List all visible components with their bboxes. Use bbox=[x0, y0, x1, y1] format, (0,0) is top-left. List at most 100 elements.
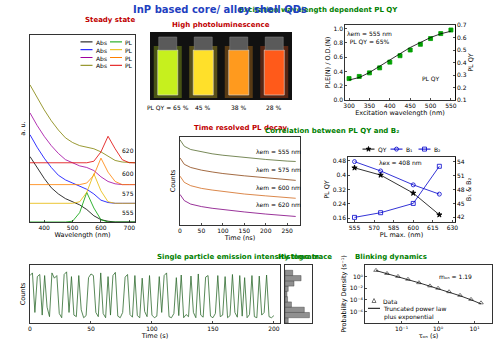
svg-text:Counts: Counts bbox=[169, 169, 177, 192]
svg-text:0.4: 0.4 bbox=[457, 59, 467, 66]
svg-text:λem = 575 nm: λem = 575 nm bbox=[256, 166, 301, 173]
svg-text:0.16: 0.16 bbox=[333, 214, 347, 221]
svg-text:10⁻⁴: 10⁻⁴ bbox=[350, 296, 364, 303]
svg-text:λem = 600 nm: λem = 600 nm bbox=[256, 184, 301, 191]
svg-text:Single particle emission inten: Single particle emission intensity time … bbox=[157, 253, 332, 261]
svg-text:InP based core/ alloy shell QD: InP based core/ alloy shell QDs bbox=[133, 4, 307, 15]
svg-text:500: 500 bbox=[67, 224, 79, 231]
svg-text:50: 50 bbox=[87, 325, 95, 332]
svg-text:48: 48 bbox=[457, 186, 465, 193]
svg-text:PL QY = 65 %: PL QY = 65 % bbox=[147, 104, 189, 111]
svg-text:400: 400 bbox=[384, 102, 396, 109]
svg-text:Abs: Abs bbox=[96, 39, 107, 46]
svg-text:High photoluminescence: High photoluminescence bbox=[172, 21, 270, 29]
svg-text:45 %: 45 % bbox=[195, 104, 211, 111]
svg-text:λem = 555 nmPL QY = 65%: λem = 555 nmPL QY = 65% bbox=[347, 30, 392, 45]
svg-text:Counts: Counts bbox=[19, 282, 27, 305]
svg-text:42: 42 bbox=[457, 213, 465, 220]
svg-text:Steady state: Steady state bbox=[85, 16, 135, 24]
svg-text:51: 51 bbox=[457, 172, 465, 179]
svg-text:300: 300 bbox=[343, 102, 355, 109]
svg-text:Excitation wavelength dependen: Excitation wavelength dependent PL QY bbox=[239, 6, 398, 14]
svg-text:PLE(N) / O.D.(N): PLE(N) / O.D.(N) bbox=[324, 37, 332, 89]
svg-text:600: 600 bbox=[95, 224, 107, 231]
svg-text:10⁻²: 10⁻² bbox=[350, 284, 364, 291]
svg-text:a. u.: a. u. bbox=[19, 121, 27, 135]
svg-text:0.6: 0.6 bbox=[457, 34, 467, 41]
svg-text:10¹: 10¹ bbox=[470, 325, 481, 332]
svg-text:350: 350 bbox=[364, 102, 376, 109]
svg-text:τₒₙ (s): τₒₙ (s) bbox=[419, 332, 439, 340]
svg-text:0.3: 0.3 bbox=[457, 71, 467, 78]
svg-text:100: 100 bbox=[217, 227, 229, 234]
svg-text:Wavelength (nm): Wavelength (nm) bbox=[54, 231, 110, 239]
svg-text:Data: Data bbox=[383, 298, 398, 305]
svg-text:10⁻⁶: 10⁻⁶ bbox=[350, 308, 364, 315]
svg-text:0.24: 0.24 bbox=[333, 200, 347, 207]
svg-text:0.4: 0.4 bbox=[336, 171, 346, 178]
svg-text:550: 550 bbox=[445, 102, 457, 109]
svg-text:PL: PL bbox=[125, 47, 133, 54]
svg-text:28 %: 28 % bbox=[266, 104, 282, 111]
svg-text:555: 555 bbox=[122, 209, 134, 216]
svg-text:Abs: Abs bbox=[96, 62, 107, 69]
svg-text:PL max. (nm): PL max. (nm) bbox=[380, 231, 423, 239]
svg-text:100: 100 bbox=[146, 325, 158, 332]
svg-text:10⁰: 10⁰ bbox=[433, 325, 444, 332]
svg-text:250: 250 bbox=[281, 227, 293, 234]
svg-text:PL: PL bbox=[125, 39, 133, 46]
svg-text:150: 150 bbox=[207, 325, 219, 332]
svg-text:10⁰: 10⁰ bbox=[353, 273, 364, 280]
svg-text:575: 575 bbox=[122, 190, 134, 197]
svg-text:0.5: 0.5 bbox=[457, 46, 467, 53]
svg-text:600: 600 bbox=[408, 224, 420, 231]
svg-text:620: 620 bbox=[122, 147, 134, 154]
svg-text:585: 585 bbox=[388, 224, 400, 231]
svg-text:0.8: 0.8 bbox=[333, 39, 343, 46]
svg-text:Time resolved PL decay: Time resolved PL decay bbox=[194, 124, 287, 132]
svg-text:Abs: Abs bbox=[96, 55, 107, 62]
svg-text:0.2: 0.2 bbox=[457, 84, 467, 91]
svg-text:450: 450 bbox=[404, 102, 416, 109]
svg-text:PL QY: PL QY bbox=[323, 180, 331, 199]
svg-text:PL QY: PL QY bbox=[467, 53, 475, 72]
svg-text:Truncated power lawplus expone: Truncated power lawplus exponential bbox=[383, 305, 446, 321]
svg-text:0: 0 bbox=[178, 227, 182, 234]
svg-text:0.2: 0.2 bbox=[333, 82, 343, 89]
svg-text:0.48: 0.48 bbox=[333, 157, 347, 164]
svg-text:λem = 620 nm: λem = 620 nm bbox=[256, 201, 301, 208]
svg-text:150: 150 bbox=[239, 227, 251, 234]
svg-text:45: 45 bbox=[457, 200, 465, 207]
svg-text:B₁: B₁ bbox=[406, 146, 413, 153]
svg-text:0.7: 0.7 bbox=[457, 21, 467, 28]
svg-text:555: 555 bbox=[349, 224, 361, 231]
svg-text:400: 400 bbox=[38, 224, 50, 231]
svg-text:Time (s): Time (s) bbox=[141, 332, 168, 340]
svg-text:QY: QY bbox=[378, 146, 387, 153]
svg-text:Correlation between PL QY and: Correlation between PL QY and B₂ bbox=[265, 127, 399, 135]
svg-text:Blinking dynamics: Blinking dynamics bbox=[355, 253, 427, 261]
svg-text:0.1: 0.1 bbox=[457, 96, 467, 103]
svg-text:630: 630 bbox=[447, 224, 459, 231]
svg-text:50: 50 bbox=[198, 227, 206, 234]
svg-text:Excitation wavelength (nm): Excitation wavelength (nm) bbox=[355, 109, 445, 117]
svg-text:B₂: B₂ bbox=[434, 146, 441, 153]
svg-text:PL: PL bbox=[125, 62, 133, 69]
svg-text:200: 200 bbox=[260, 227, 272, 234]
svg-text:38 %: 38 % bbox=[231, 104, 247, 111]
svg-text:0.0: 0.0 bbox=[333, 96, 343, 103]
svg-text:PL QY: PL QY bbox=[422, 75, 440, 82]
svg-text:10⁻¹: 10⁻¹ bbox=[395, 325, 409, 332]
svg-text:0.4: 0.4 bbox=[333, 68, 343, 75]
svg-text:B₁ & B₂: B₁ & B₂ bbox=[465, 177, 473, 201]
svg-text:0.32: 0.32 bbox=[333, 186, 347, 193]
svg-text:λex = 408 nm: λex = 408 nm bbox=[379, 159, 422, 166]
svg-text:54: 54 bbox=[457, 158, 465, 165]
svg-text:mₒₙ = 1.19: mₒₙ = 1.19 bbox=[439, 273, 472, 280]
svg-text:Time (ns): Time (ns) bbox=[224, 234, 256, 242]
svg-text:200: 200 bbox=[268, 325, 280, 332]
svg-text:570: 570 bbox=[368, 224, 380, 231]
svg-text:500: 500 bbox=[425, 102, 437, 109]
svg-text:PL: PL bbox=[125, 55, 133, 62]
svg-text:0: 0 bbox=[28, 325, 32, 332]
